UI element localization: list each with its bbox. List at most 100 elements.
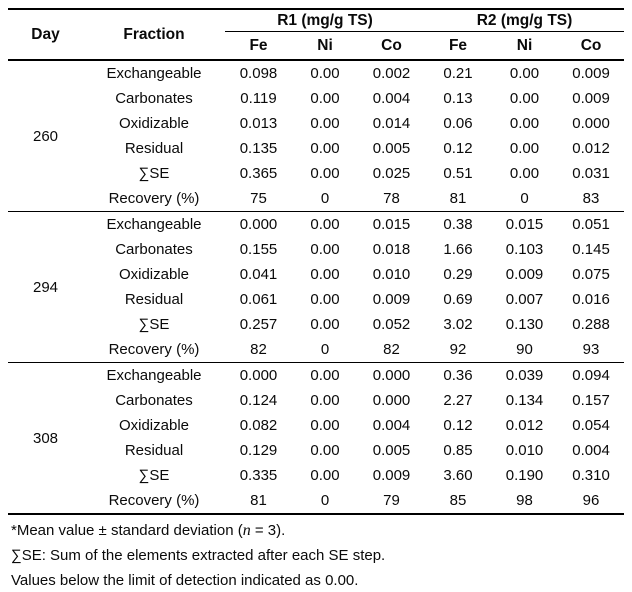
value-cell: 0.012 [505, 417, 544, 434]
day-cell: 294 [32, 278, 59, 296]
table-row: Carbonates 0.124 0.00 0.000 2.27 0.134 0.157 [8, 388, 624, 413]
value-cell: 0.288 [572, 316, 610, 333]
fraction-cell: Oxidizable [118, 266, 190, 283]
value-cell: 0.010 [372, 266, 411, 283]
day-block-260: 260 Exchangeable 0.098 0.00 0.002 0.21 0.00 0.0… [8, 60, 625, 212]
value-cell: 0.000 [239, 367, 278, 384]
value-cell: 0.00 [509, 90, 540, 107]
table-row: Carbonates 0.119 0.00 0.004 0.13 0.00 0.009 [8, 86, 624, 111]
value-cell: 0.054 [572, 417, 610, 434]
table-row: Residual 0.061 0.00 0.009 0.69 0.007 0.016 [8, 287, 624, 312]
value-cell: 0.12 [443, 417, 473, 434]
value-cell: 0.129 [239, 442, 278, 459]
fraction-cell: ∑SE [138, 316, 170, 333]
day-cell: 260 [32, 127, 59, 145]
value-cell: 2.27 [443, 392, 473, 409]
value-cell: 0.052 [372, 316, 411, 333]
value-cell: 0.009 [372, 467, 411, 484]
value-cell: 0.119 [240, 90, 277, 107]
fraction-cell: Carbonates [115, 90, 193, 107]
value-cell: 0.135 [239, 140, 278, 157]
value-cell: 0.009 [505, 266, 544, 283]
value-cell: 0.005 [372, 442, 411, 459]
fraction-cell: Oxidizable [118, 115, 190, 132]
value-cell: 96 [582, 492, 600, 509]
value-cell: 0.12 [443, 140, 473, 157]
value-cell: 0.157 [572, 392, 610, 409]
value-cell: 0.00 [310, 165, 340, 182]
col-header-r1-ni: Ni [317, 37, 333, 54]
value-cell: 0.00 [509, 140, 540, 157]
table-row: Residual 0.135 0.00 0.005 0.12 0.00 0.012 [8, 136, 624, 161]
table-header: Day Fraction R1 (mg/g TS) R2 (mg/g TS) F… [8, 9, 625, 60]
table-row: Recovery (%) 81 0 79 85 98 96 [8, 488, 624, 514]
value-cell: 79 [383, 492, 400, 509]
data-table: Day Fraction R1 (mg/g TS) R2 (mg/g TS) F… [8, 8, 625, 515]
fraction-cell: Residual [124, 291, 184, 308]
value-cell: 0.00 [509, 65, 540, 82]
footnote-text: = 3). [250, 522, 286, 539]
value-cell: 0.00 [310, 216, 340, 233]
value-cell: 82 [383, 341, 400, 358]
value-cell: 0.010 [505, 442, 544, 459]
table-row: 308 Exchangeable 0.000 0.00 0.000 0.36 0.039 0.… [8, 363, 624, 447]
col-group-r2: R2 (mg/g TS) [425, 9, 625, 32]
value-cell: 0.257 [239, 316, 278, 333]
value-cell: 0.00 [310, 442, 340, 459]
value-cell: 0.00 [310, 467, 340, 484]
value-cell: 0.06 [443, 115, 473, 132]
value-cell: 0.004 [372, 90, 411, 107]
value-cell: 0.000 [239, 216, 278, 233]
value-cell: 0.002 [372, 65, 411, 82]
value-cell: 0.00 [310, 140, 340, 157]
fraction-cell: Exchangeable [106, 216, 202, 233]
col-header-r2-fe: Fe [448, 37, 468, 54]
col-header-day: Day [31, 26, 60, 43]
value-cell: 0.00 [310, 316, 340, 333]
value-cell: 0.00 [310, 291, 340, 308]
fraction-cell: Recovery (%) [108, 492, 200, 509]
col-header-r1-co: Co [381, 37, 402, 54]
value-cell: 0.335 [239, 467, 278, 484]
value-cell: 0.13 [443, 90, 473, 107]
value-cell: 0.00 [509, 115, 540, 132]
value-cell: 0.012 [572, 140, 610, 157]
value-cell: 85 [449, 492, 467, 509]
value-cell: 0.00 [310, 266, 340, 283]
table-row: ∑SE 0.365 0.00 0.025 0.51 0.00 0.031 [8, 161, 624, 186]
value-cell: 0.009 [572, 90, 610, 107]
value-cell: 93 [582, 341, 600, 358]
fraction-cell: Carbonates [115, 241, 193, 258]
value-cell: 0.025 [372, 165, 411, 182]
table-row: 294 Exchangeable 0.000 0.00 0.015 0.38 0.015 0.… [8, 212, 624, 296]
value-cell: 0.014 [372, 115, 411, 132]
fraction-cell: Exchangeable [106, 65, 202, 82]
footnote-text: *Mean value ± standard deviation ( [11, 522, 243, 539]
value-cell: 0.124 [239, 392, 278, 409]
value-cell: 0.015 [505, 216, 544, 233]
fraction-cell: Recovery (%) [108, 341, 200, 358]
value-cell: 0.51 [443, 165, 473, 182]
value-cell: 0 [320, 341, 330, 358]
table-row: Carbonates 0.155 0.00 0.018 1.66 0.103 0.145 [8, 237, 624, 262]
value-cell: 81 [449, 190, 467, 207]
value-cell: 0.007 [505, 291, 544, 308]
value-cell: 0.061 [239, 291, 278, 308]
value-cell: 0.00 [310, 241, 340, 258]
day-block-308: 308 Exchangeable 0.000 0.00 0.000 0.36 0.039 0.… [8, 363, 624, 515]
value-cell: 90 [516, 341, 533, 358]
value-cell: 0.00 [310, 90, 340, 107]
day-cell: 308 [32, 429, 59, 447]
value-cell: 0.145 [572, 241, 610, 258]
table-row: Recovery (%) 75 0 78 81 0 83 [8, 186, 624, 212]
footnote-mean-sd: *Mean value ± standard deviation (n = 3)… [11, 518, 624, 543]
value-cell: 0.134 [505, 392, 544, 409]
value-cell: 0.00 [310, 65, 340, 82]
value-cell: 0.155 [239, 241, 278, 258]
footnote-detection-limit: Values below the limit of detection indi… [11, 572, 359, 589]
col-header-r2-ni: Ni [516, 37, 533, 54]
table-row: 260 Exchangeable 0.098 0.00 0.002 0.21 0.00 0.0… [8, 60, 624, 145]
value-cell: 0.051 [572, 216, 610, 233]
value-cell: 0.015 [372, 216, 411, 233]
value-cell: 0.000 [372, 392, 411, 409]
